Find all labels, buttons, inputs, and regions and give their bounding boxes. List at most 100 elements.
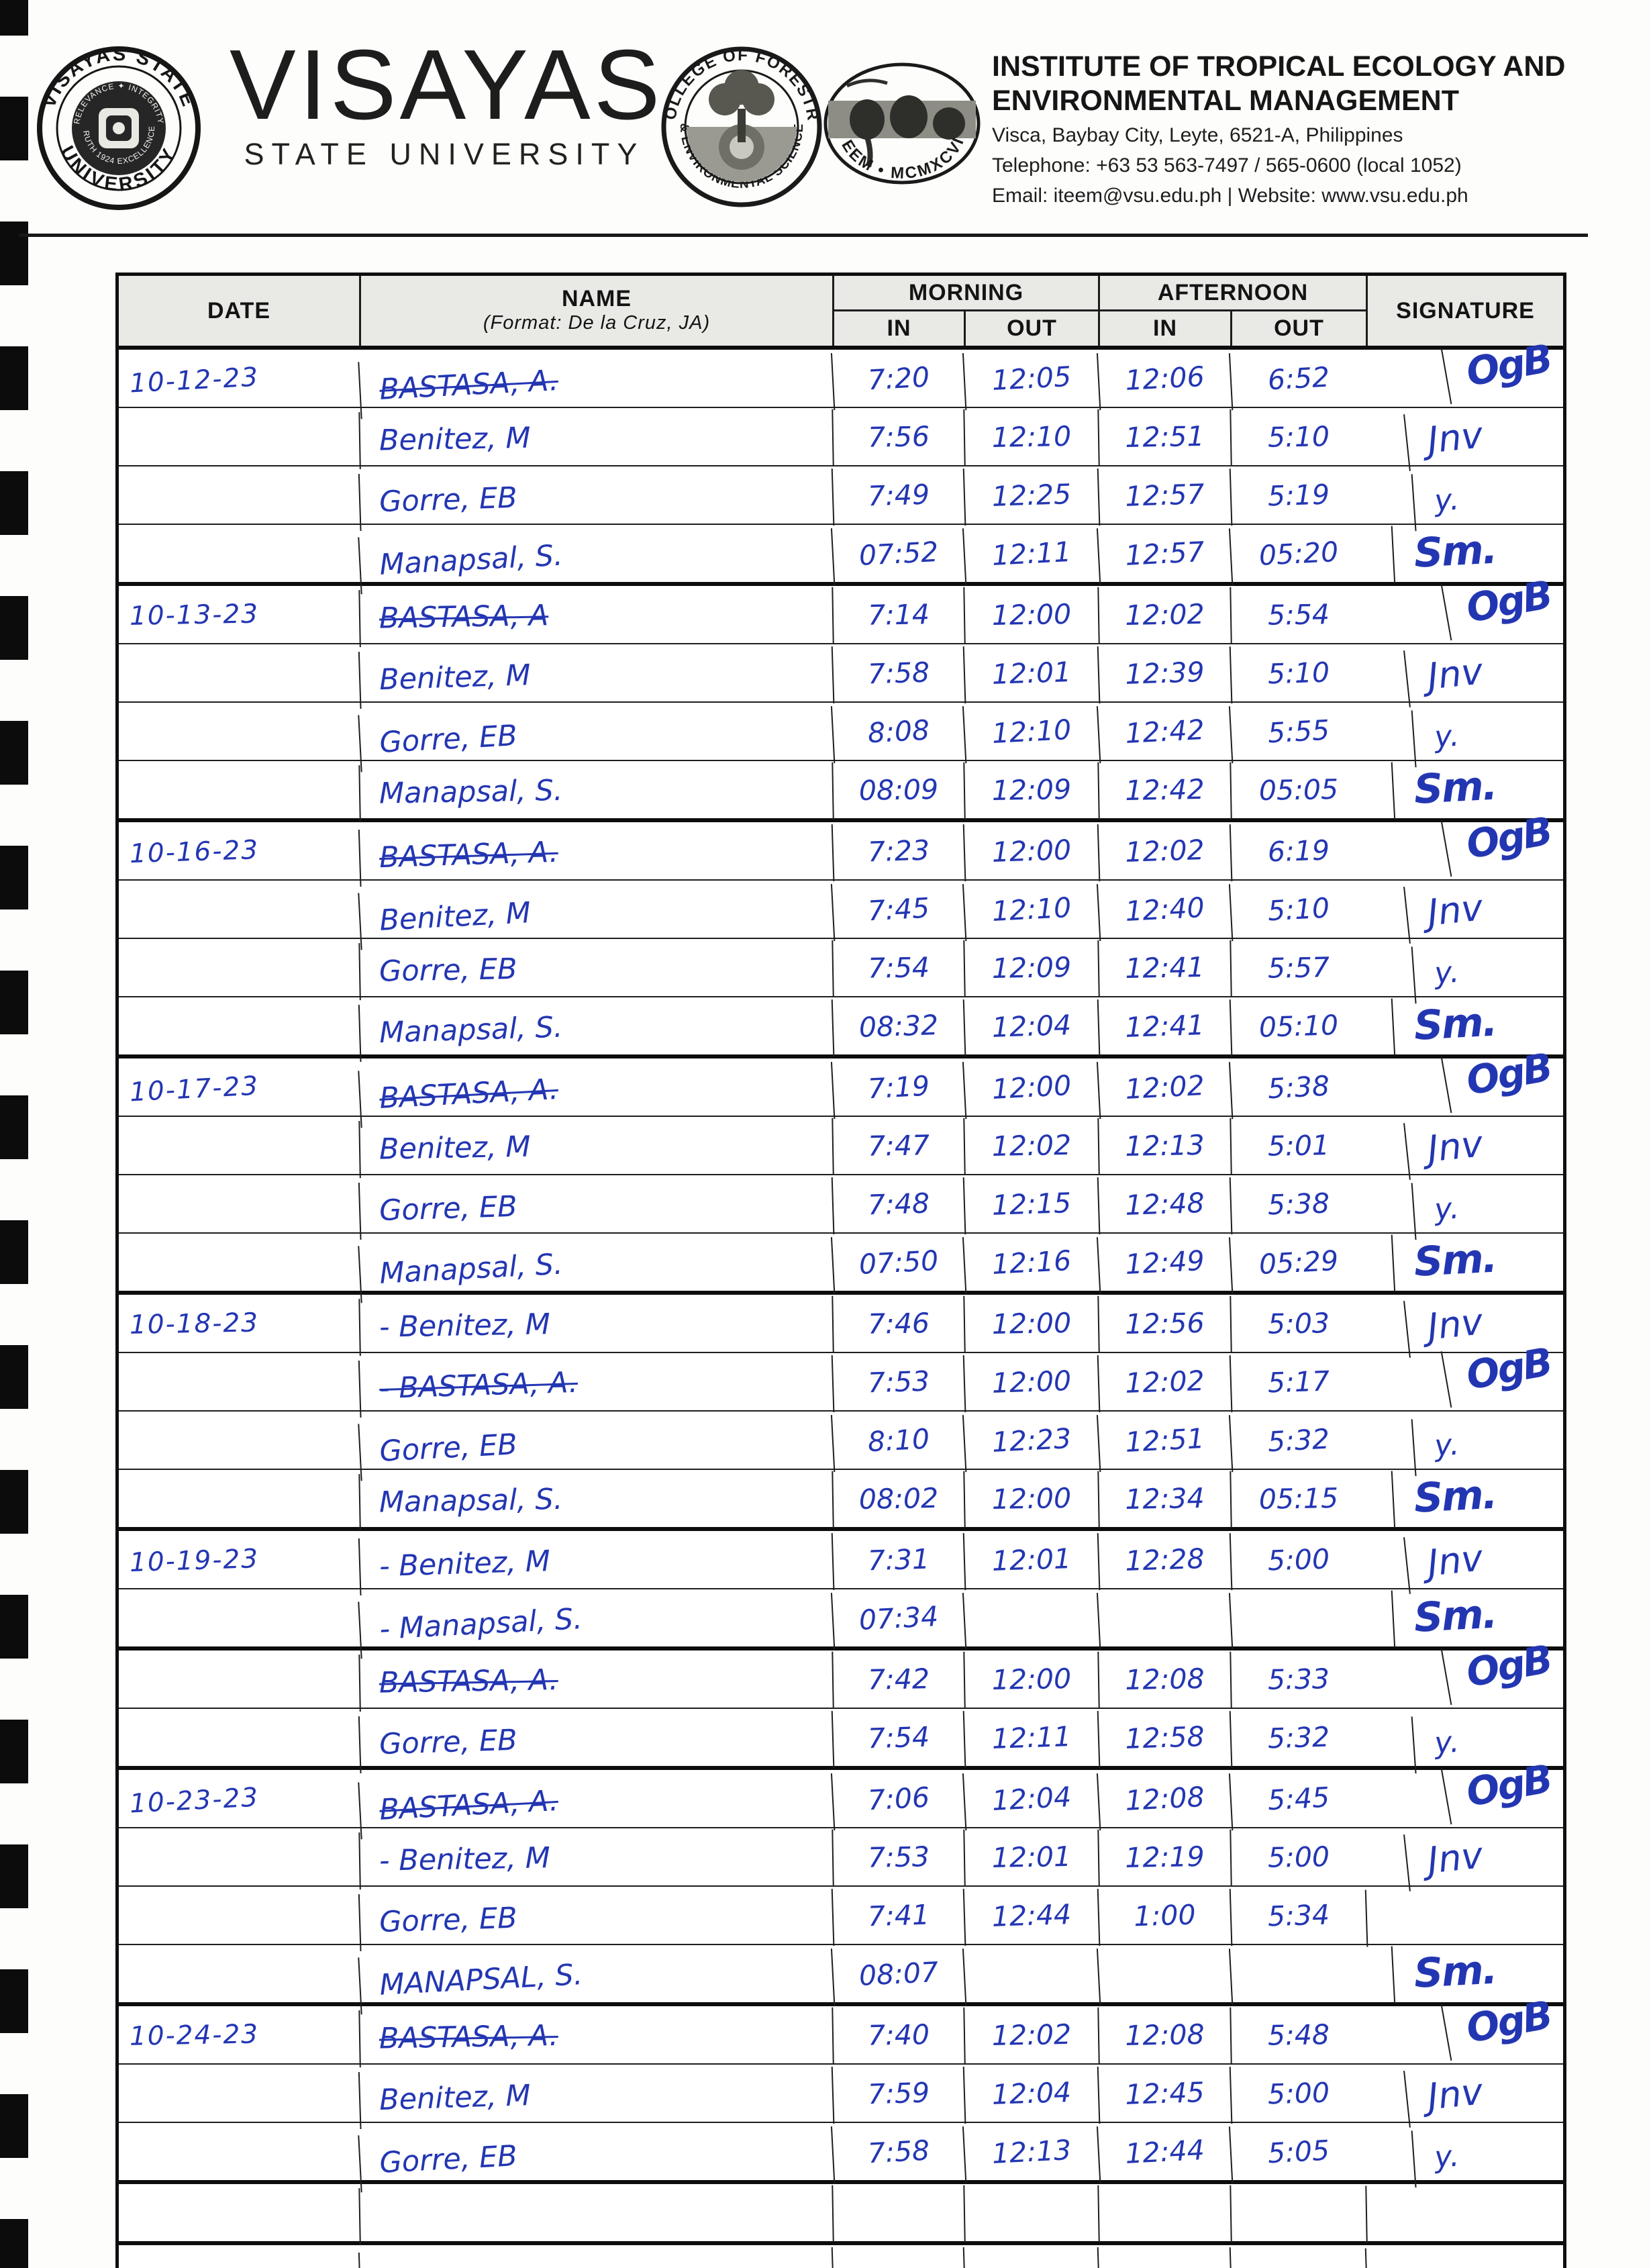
table-row: 10-24-23 BASTASA, A. 7:40 12:02 12:08 5:…	[119, 1970, 1645, 2068]
morning-in-cell: 7:54	[832, 938, 964, 997]
morning-out-cell	[963, 2183, 1099, 2242]
morning-out-cell: 12:01	[963, 1827, 1099, 1887]
table-header: DATE NAME (Format: De la Cruz, JA) MORNI…	[119, 276, 1563, 346]
morning-out-cell: 12:13	[962, 2119, 1100, 2184]
table-row: Benitez, M 7:47 12:02 12:13 5:01 Jnv	[118, 1102, 1606, 1180]
table-row: 10-19-23 - Benitez, M 7:31 12:01 12:28 5…	[119, 1516, 1606, 1596]
header-morning-in: IN	[832, 309, 964, 346]
afternoon-in-cell	[1096, 1941, 1232, 2006]
afternoon-in-cell: 12:48	[1097, 1173, 1232, 1235]
afternoon-out-cell	[1228, 1585, 1368, 1650]
afternoon-out-cell: 6:52	[1228, 346, 1368, 411]
afternoon-in-cell: 12:51	[1096, 1408, 1232, 1473]
vsu-seal: VISAYAS STATE UNIVERSITY RELEVANCE ✦ INT…	[35, 44, 201, 210]
afternoon-out-cell: 05:05	[1230, 760, 1366, 820]
morning-out-cell: 12:10	[962, 699, 1100, 764]
afternoon-in-cell	[1097, 2242, 1232, 2268]
afternoon-out-cell: 5:05	[1228, 2119, 1368, 2184]
date-cell: 10-24-23	[129, 2019, 260, 2052]
morning-in-cell: 08:07	[830, 1941, 966, 2006]
morning-in-cell: 7:06	[830, 1766, 966, 1831]
table-row: MANAPSAL, S. 08:07 Sm.	[119, 1932, 1591, 2015]
afternoon-out-cell: 5:57	[1230, 938, 1366, 997]
afternoon-out-cell	[1229, 2242, 1367, 2268]
name-cell: - Benitez, M	[358, 1290, 833, 1357]
afternoon-in-cell: 12:57	[1097, 464, 1232, 526]
morning-in-cell: 08:32	[831, 995, 965, 1057]
name-cell	[358, 2179, 833, 2246]
morning-out-cell: 12:04	[962, 995, 1099, 1057]
iteem-globe-logo: ITEEM • MCMXCVIII	[820, 62, 981, 185]
institute-email-website: Email: iteem@vsu.edu.ph | Website: www.v…	[992, 185, 1468, 207]
date-cell: 10-18-23	[129, 1308, 260, 1340]
morning-in-cell: 7:54	[831, 1706, 965, 1769]
afternoon-out-cell: 05:29	[1228, 1230, 1368, 1295]
afternoon-in-cell	[1096, 1585, 1232, 1650]
university-wordmark: VISAYAS STATE UNIVERSITY	[230, 35, 660, 172]
morning-out-cell: 12:25	[962, 464, 1099, 526]
morning-out-cell	[962, 1941, 1100, 2006]
date-cell	[118, 759, 359, 820]
table-row: 10-23-23 BASTASA, A. 7:06 12:04 12:08 5:…	[119, 1734, 1645, 1840]
table-row: 10-16-23 BASTASA, A. 7:23 12:00 12:02 6:…	[119, 786, 1645, 887]
afternoon-in-cell: 12:57	[1096, 521, 1232, 586]
morning-out-cell: 12:00	[962, 820, 1099, 882]
morning-in-cell: 07:50	[830, 1230, 966, 1295]
name-cell: Benitez, M	[358, 403, 833, 470]
morning-in-cell: 7:58	[830, 2119, 966, 2184]
date-cell	[118, 1171, 360, 1236]
morning-in-cell: 7:14	[832, 585, 964, 644]
morning-in-cell: 07:34	[830, 1585, 966, 1650]
table-row: Benitez, M 7:45 12:10 12:40 5:10 Jnv	[119, 866, 1606, 950]
morning-out-cell: 12:05	[962, 346, 1100, 411]
afternoon-in-cell: 12:02	[1096, 1054, 1232, 1120]
morning-out-cell: 12:44	[962, 1884, 1099, 1946]
institute-letterhead: INSTITUTE OF TROPICAL ECOLOGY AND ENVIRO…	[992, 50, 1630, 209]
table-row: Benitez, M 7:56 12:10 12:51 5:10 Jnv	[119, 393, 1606, 471]
signature-cell: y.	[1411, 2116, 1612, 2188]
table-row: 10-17-23 BASTASA, A. 7:19 12:00 12:02 5:…	[119, 1022, 1645, 1128]
table-row: Manapsal, S. 07:50 12:16 12:49 05:29 Sm.	[119, 1221, 1591, 1303]
morning-out-cell: 12:00	[963, 1293, 1099, 1353]
institute-telephone: Telephone: +63 53 563-7497 / 565-0600 (l…	[992, 154, 1462, 177]
date-cell: 10-12-23	[129, 362, 260, 399]
name-cell: BASTASA, A.	[358, 2002, 833, 2068]
morning-out-cell: 12:00	[963, 585, 1099, 644]
morning-in-cell: 7:59	[831, 2062, 965, 2124]
date-cell	[118, 1115, 359, 1176]
morning-out-cell	[962, 1585, 1100, 1650]
afternoon-out-cell: 5:19	[1229, 464, 1367, 526]
morning-in-cell: 7:56	[832, 407, 964, 466]
name-cell: Benitez, M	[358, 1112, 833, 1179]
morning-in-cell: 08:02	[832, 1469, 964, 1528]
signature-cell	[1364, 2242, 1564, 2268]
afternoon-in-cell: 12:58	[1097, 1706, 1232, 1769]
header-date: DATE	[207, 297, 271, 324]
table-row: Gorre, EB 7:54 12:09 12:41 5:57 y.	[119, 932, 1612, 1004]
name-cell: - Benitez, M	[358, 1824, 833, 1890]
date-cell: 10-16-23	[129, 835, 260, 870]
morning-in-cell: 7:23	[831, 820, 965, 882]
afternoon-in-cell: 12:08	[1096, 1766, 1232, 1831]
afternoon-in-cell: 12:34	[1097, 1469, 1231, 1528]
afternoon-out-cell: 5:38	[1229, 1173, 1367, 1235]
date-cell: 10-13-23	[129, 599, 260, 632]
date-cell	[117, 875, 360, 944]
afternoon-out-cell	[1230, 2183, 1366, 2242]
date-cell	[118, 640, 360, 705]
attendance-table: DATE NAME (Format: De la Cruz, JA) MORNI…	[115, 273, 1645, 2268]
afternoon-in-cell: 12:19	[1097, 1827, 1231, 1887]
afternoon-out-cell: 5:01	[1230, 1116, 1366, 1175]
afternoon-out-cell: 05:10	[1229, 995, 1367, 1057]
afternoon-in-cell: 1:00	[1097, 1884, 1232, 1946]
morning-out-cell: 12:02	[963, 2005, 1099, 2065]
table-row: Gorre, EB 7:49 12:25 12:57 5:19 y.	[119, 458, 1612, 532]
afternoon-out-cell: 5:00	[1229, 2062, 1367, 2124]
morning-in-cell: 7:49	[831, 464, 965, 526]
header-signature: SIGNATURE	[1366, 276, 1563, 346]
afternoon-out-cell: 5:38	[1228, 1054, 1368, 1120]
forestry-seal: COLLEGE OF FORESTRY & ENVIRONMENTAL SCIE…	[658, 43, 822, 207]
afternoon-out-cell: 5:10	[1229, 642, 1367, 704]
morning-out-cell: 12:10	[962, 877, 1100, 942]
